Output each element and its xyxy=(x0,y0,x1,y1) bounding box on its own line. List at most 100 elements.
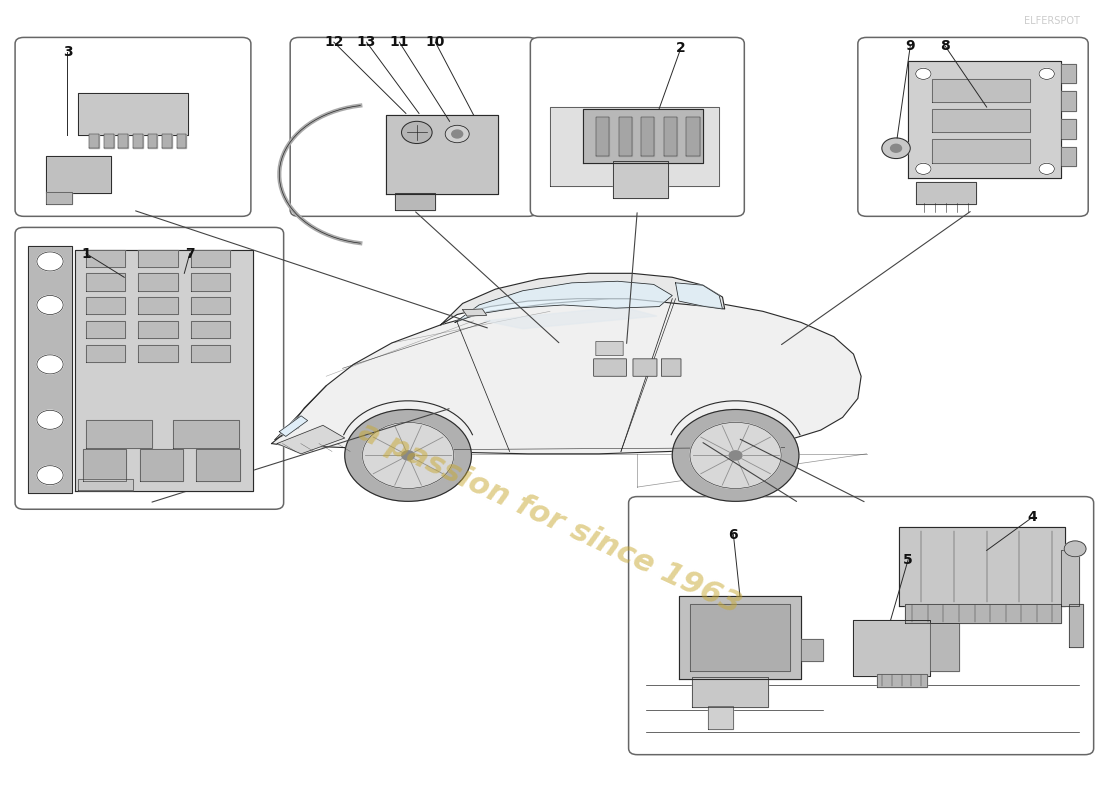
Polygon shape xyxy=(692,677,768,707)
Polygon shape xyxy=(441,274,725,325)
Polygon shape xyxy=(190,321,230,338)
Polygon shape xyxy=(1060,146,1076,166)
Polygon shape xyxy=(801,639,823,662)
Circle shape xyxy=(672,410,799,502)
Text: 6: 6 xyxy=(728,527,738,542)
Polygon shape xyxy=(45,192,72,204)
Polygon shape xyxy=(932,109,1031,133)
Polygon shape xyxy=(909,61,1060,178)
Polygon shape xyxy=(86,345,125,362)
Text: 11: 11 xyxy=(389,35,409,49)
Polygon shape xyxy=(915,182,976,204)
Circle shape xyxy=(37,355,63,374)
Circle shape xyxy=(402,122,432,143)
Circle shape xyxy=(882,138,910,158)
Circle shape xyxy=(729,451,741,460)
FancyBboxPatch shape xyxy=(290,38,537,216)
Polygon shape xyxy=(900,526,1065,606)
Polygon shape xyxy=(932,78,1031,102)
Polygon shape xyxy=(386,115,497,194)
Polygon shape xyxy=(190,250,230,267)
Text: 9: 9 xyxy=(905,39,915,53)
Polygon shape xyxy=(614,161,668,198)
Text: 4: 4 xyxy=(1027,510,1037,524)
Text: 13: 13 xyxy=(356,35,376,49)
Circle shape xyxy=(37,410,63,430)
Polygon shape xyxy=(932,138,1031,162)
Circle shape xyxy=(363,422,453,489)
FancyBboxPatch shape xyxy=(596,342,623,356)
Polygon shape xyxy=(119,134,129,148)
Polygon shape xyxy=(686,117,700,156)
Polygon shape xyxy=(690,604,790,670)
FancyBboxPatch shape xyxy=(15,38,251,216)
Circle shape xyxy=(37,295,63,314)
Circle shape xyxy=(915,68,931,79)
Circle shape xyxy=(37,466,63,485)
Polygon shape xyxy=(75,250,253,491)
Polygon shape xyxy=(1060,91,1076,111)
Text: 12: 12 xyxy=(324,35,343,49)
Polygon shape xyxy=(139,250,178,267)
Polygon shape xyxy=(29,246,72,494)
Polygon shape xyxy=(463,309,486,316)
Polygon shape xyxy=(86,274,125,290)
Polygon shape xyxy=(272,298,861,454)
Polygon shape xyxy=(78,93,188,134)
Polygon shape xyxy=(596,117,609,156)
Polygon shape xyxy=(550,107,719,186)
Polygon shape xyxy=(395,193,436,210)
Polygon shape xyxy=(196,449,240,481)
Polygon shape xyxy=(1060,550,1079,606)
Polygon shape xyxy=(1060,119,1076,138)
Circle shape xyxy=(891,144,902,152)
Polygon shape xyxy=(86,297,125,314)
Polygon shape xyxy=(45,156,111,193)
Polygon shape xyxy=(82,449,126,481)
Polygon shape xyxy=(675,283,723,309)
Polygon shape xyxy=(78,479,133,490)
FancyBboxPatch shape xyxy=(858,38,1088,216)
Circle shape xyxy=(452,130,463,138)
Circle shape xyxy=(402,451,415,460)
Text: 10: 10 xyxy=(426,35,446,49)
Polygon shape xyxy=(1068,604,1082,647)
FancyBboxPatch shape xyxy=(15,227,284,510)
FancyBboxPatch shape xyxy=(530,38,745,216)
Text: 1: 1 xyxy=(81,246,91,261)
Polygon shape xyxy=(583,109,703,162)
Circle shape xyxy=(690,422,781,489)
Polygon shape xyxy=(103,134,113,148)
Polygon shape xyxy=(930,623,959,670)
Polygon shape xyxy=(455,282,672,322)
Text: ELFERSPOT: ELFERSPOT xyxy=(1024,16,1079,26)
Polygon shape xyxy=(139,297,178,314)
Text: 3: 3 xyxy=(63,45,73,58)
Text: 7: 7 xyxy=(185,246,195,261)
Polygon shape xyxy=(86,321,125,338)
Polygon shape xyxy=(139,274,178,290)
Polygon shape xyxy=(89,134,99,148)
Polygon shape xyxy=(679,596,801,678)
Polygon shape xyxy=(905,604,1060,623)
Polygon shape xyxy=(139,321,178,338)
Circle shape xyxy=(37,252,63,271)
Polygon shape xyxy=(663,117,676,156)
Text: 8: 8 xyxy=(940,39,950,53)
Polygon shape xyxy=(277,426,344,454)
FancyBboxPatch shape xyxy=(628,497,1093,754)
Circle shape xyxy=(1040,68,1054,79)
Polygon shape xyxy=(133,134,143,148)
Polygon shape xyxy=(279,416,308,437)
FancyBboxPatch shape xyxy=(632,359,657,376)
Polygon shape xyxy=(140,449,184,481)
Polygon shape xyxy=(708,706,734,729)
Text: a passion for since 1963: a passion for since 1963 xyxy=(354,417,746,620)
Polygon shape xyxy=(174,420,239,447)
Polygon shape xyxy=(878,674,926,686)
Text: 2: 2 xyxy=(676,41,686,54)
Circle shape xyxy=(344,410,472,502)
Polygon shape xyxy=(484,306,657,329)
FancyBboxPatch shape xyxy=(661,359,681,376)
Polygon shape xyxy=(139,345,178,362)
